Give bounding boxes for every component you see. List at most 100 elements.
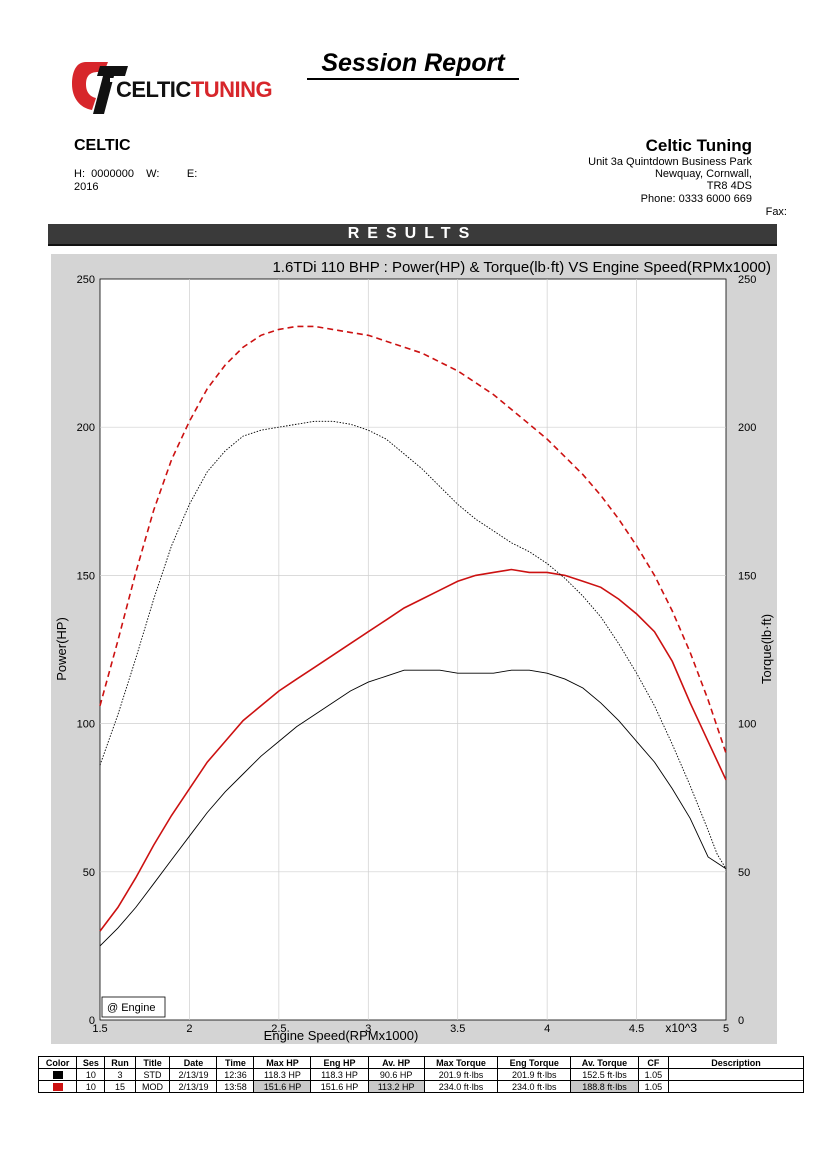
table-header-cell: Run — [104, 1056, 136, 1069]
chart-panel: 1.6TDi 110 BHP : Power(HP) & Torque(lb·f… — [51, 254, 777, 1044]
legend-box — [101, 996, 166, 1018]
y-axis-label-right: Torque(lb·ft) — [759, 614, 774, 684]
table-cell-description — [668, 1068, 804, 1081]
logo-text-part1: CELTIC — [116, 77, 191, 102]
x-axis-label: Engine Speed(RPMx1000) — [264, 1028, 419, 1043]
x-multiplier-label: x10^3 — [665, 1021, 697, 1035]
series-line-mod-power — [99, 568, 727, 932]
y-tick-label-left: 50 — [83, 867, 95, 879]
color-cell — [37, 1080, 78, 1093]
table-cell-time: 12:36 — [216, 1068, 255, 1081]
color-swatch — [52, 1083, 63, 1092]
series-line-std-torque — [99, 420, 727, 870]
results-banner: RESULTS — [48, 224, 777, 246]
table-cell-cf: 1.05 — [637, 1068, 670, 1081]
x-tick-label: 4.5 — [629, 1023, 644, 1035]
table-row: 10 15 MOD 2/13/19 13:58 151.6 HP 151.6 HP 113.2… — [37, 1080, 804, 1093]
company-logo: CELTICTUNING — [70, 58, 280, 118]
x-tick-label: 4 — [544, 1023, 550, 1035]
table-cell-run: 3 — [104, 1068, 136, 1081]
chart-title: 1.6TDi 110 BHP : Power(HP) & Torque(lb·f… — [272, 259, 771, 276]
table-header-cell: Color — [37, 1056, 78, 1069]
customer-contact: H: 0000000 W: E: — [74, 168, 198, 180]
table-cell-time: 13:58 — [216, 1080, 255, 1093]
logo-text-part2: TUNING — [190, 77, 273, 102]
table-cell-cf: 1.05 — [637, 1080, 670, 1093]
logo-wordmark: CELTICTUNING — [116, 77, 273, 103]
table-header-cell: Description — [668, 1056, 804, 1069]
table-cell-title: MOD — [134, 1080, 171, 1093]
table-cell-date: 2/13/19 — [169, 1068, 218, 1081]
table-header-row: Color Ses Run Title Date Time Max HP Eng HP Av. … — [37, 1056, 804, 1069]
table-header-cell: Date — [169, 1056, 218, 1069]
company-address2: Newquay, Cornwall, — [654, 168, 752, 180]
table-cell-eng-hp: 151.6 HP — [310, 1080, 369, 1093]
y-tick-label-right: 50 — [738, 867, 750, 879]
x-tick-label: 3 — [365, 1023, 371, 1035]
series-line-mod-torque — [99, 325, 727, 754]
company-fax: Fax: — [765, 206, 787, 218]
logo-mark-icon — [72, 62, 128, 114]
series-lines — [99, 325, 727, 947]
table-header-cell: Ses — [76, 1056, 106, 1069]
company-address1: Unit 3a Quintdown Business Park — [588, 156, 752, 168]
table-cell-max-hp: 118.3 HP — [253, 1068, 312, 1081]
company-phone: Phone: 0333 6000 669 — [640, 193, 752, 205]
table-cell-av-torque: 188.8 ft·lbs — [570, 1080, 639, 1093]
table-header-cell: Av. Torque — [570, 1056, 639, 1069]
table-cell-av-hp: 90.6 HP — [367, 1068, 425, 1081]
customer-name: CELTIC — [74, 137, 131, 154]
table-cell-eng-torque: 201.9 ft·lbs — [497, 1068, 572, 1081]
y-tick-label-left: 100 — [77, 719, 95, 731]
table-header-cell: Time — [216, 1056, 255, 1069]
table-header-cell: Max Torque — [423, 1056, 499, 1069]
table-cell-run: 15 — [104, 1080, 136, 1093]
y-tick-label-right: 100 — [738, 719, 756, 731]
table-header-cell: CF — [637, 1056, 670, 1069]
table-header-cell: Av. HP — [367, 1056, 425, 1069]
table-cell-ses: 10 — [76, 1080, 106, 1093]
table-cell-title: STD — [134, 1068, 171, 1081]
table-cell-ses: 10 — [76, 1068, 106, 1081]
summary-table: Color Ses Run Title Date Time Max HP Eng HP Av. … — [37, 1056, 804, 1093]
x-tick-label: 2.5 — [271, 1023, 286, 1035]
table-cell-date: 2/13/19 — [169, 1080, 218, 1093]
y-tick-label-right: 250 — [738, 274, 756, 286]
table-cell-max-torque: 234.0 ft·lbs — [423, 1080, 499, 1093]
customer-year: 2016 — [74, 181, 99, 193]
grid-lines — [100, 279, 726, 1020]
x-tick-label: 1.5 — [92, 1023, 107, 1035]
y-tick-label-right: 0 — [738, 1015, 744, 1027]
y-tick-label-left: 250 — [77, 274, 95, 286]
y-tick-label-left: 0 — [89, 1015, 95, 1027]
table-row: 10 3 STD 2/13/19 12:36 118.3 HP 118.3 HP 90.6 H… — [37, 1068, 804, 1081]
table-cell-max-torque: 201.9 ft·lbs — [423, 1068, 499, 1081]
x-tick-label: 3.5 — [450, 1023, 465, 1035]
y-tick-label-left: 200 — [77, 422, 95, 434]
x-tick-label: 5 — [723, 1023, 729, 1035]
table-header-cell: Eng HP — [310, 1056, 369, 1069]
table-cell-av-hp: 113.2 HP — [367, 1080, 425, 1093]
y-tick-label-right: 150 — [738, 570, 756, 582]
y-tick-label-right: 200 — [738, 422, 756, 434]
table-cell-description — [668, 1080, 804, 1093]
color-cell — [37, 1068, 78, 1081]
table-cell-max-hp: 151.6 HP — [253, 1080, 312, 1093]
x-tick-label: 2 — [186, 1023, 192, 1035]
y-tick-label-left: 150 — [77, 570, 95, 582]
table-header-cell: Eng Torque — [497, 1056, 572, 1069]
y-axis-label-left: Power(HP) — [54, 617, 69, 681]
company-name: Celtic Tuning — [645, 136, 752, 155]
table-cell-eng-hp: 118.3 HP — [310, 1068, 369, 1081]
table-body: 10 3 STD 2/13/19 12:36 118.3 HP 118.3 HP 90.6 H… — [37, 1068, 804, 1093]
series-line-std-power — [99, 669, 727, 947]
table-header-cell: Max HP — [253, 1056, 312, 1069]
color-swatch — [52, 1071, 63, 1080]
company-postcode: TR8 4DS — [706, 180, 752, 192]
table-cell-av-torque: 152.5 ft·lbs — [570, 1068, 639, 1081]
table-header-cell: Title — [134, 1056, 171, 1069]
table-cell-eng-torque: 234.0 ft·lbs — [497, 1080, 572, 1093]
legend-label: @ Engine — [107, 1002, 155, 1014]
report-title: Session Report — [307, 48, 519, 80]
